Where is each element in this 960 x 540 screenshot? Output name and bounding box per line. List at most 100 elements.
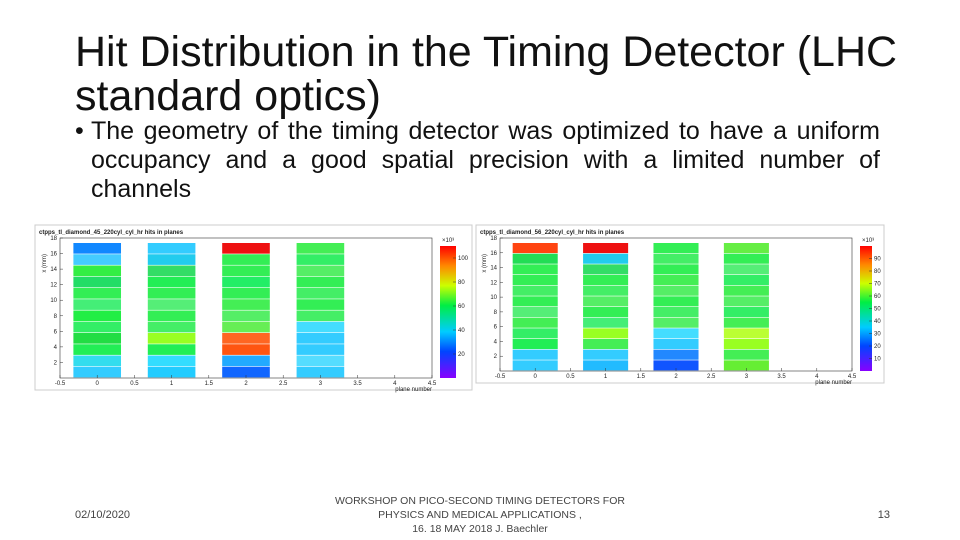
y-tick-label: 16 — [490, 251, 497, 257]
heat-cell — [723, 253, 769, 264]
heat-cell — [583, 339, 629, 350]
heat-cell — [296, 333, 345, 344]
x-tick-label: 4.5 — [848, 374, 857, 380]
x-axis-label: plane number — [395, 387, 432, 393]
heat-cell — [653, 349, 699, 360]
footer-line: WORKSHOP ON PICO-SECOND TIMING DETECTORS… — [335, 495, 625, 507]
plot-title: ctpps_tl_diamond_45_220cyl_cyl_hr hits i… — [39, 230, 184, 236]
heat-cell — [512, 253, 558, 264]
heat-cell — [653, 285, 699, 296]
x-tick-label: 0 — [534, 374, 538, 380]
heat-cell — [723, 328, 769, 339]
x-tick-label: 2 — [244, 381, 248, 387]
colorbar-tick-label: 80 — [458, 280, 465, 286]
colorbar-tick-label: 40 — [458, 328, 465, 334]
heat-cell — [723, 296, 769, 307]
heat-cell — [583, 360, 629, 371]
heat-cell — [653, 307, 699, 318]
heat-cell — [723, 349, 769, 360]
heat-cell — [222, 344, 270, 355]
footer-page: 13 — [877, 509, 890, 521]
colorbar-tick-label: 20 — [874, 344, 881, 350]
heat-cell — [583, 307, 629, 318]
heat-cell — [73, 276, 122, 288]
y-tick-label: 4 — [54, 345, 58, 351]
x-tick-label: 3.5 — [777, 374, 786, 380]
x-tick-label: 1 — [604, 374, 608, 380]
heat-cell — [653, 243, 699, 254]
heat-cell — [296, 243, 345, 254]
heat-cell — [222, 243, 270, 254]
footer-date: 02/10/2020 — [75, 509, 131, 521]
y-tick-label: 14 — [50, 267, 57, 273]
heat-cell — [653, 275, 699, 286]
y-tick-label: 10 — [50, 298, 57, 304]
heat-cell — [512, 349, 558, 360]
heat-cell — [222, 310, 270, 322]
heat-cell — [723, 285, 769, 296]
colorbar-tick-label: 20 — [458, 352, 465, 358]
heat-cell — [296, 355, 345, 367]
y-tick-label: 6 — [54, 329, 58, 335]
heat-cell — [512, 360, 558, 371]
heat-cell — [653, 253, 699, 264]
heat-cell — [653, 339, 699, 350]
heat-cell — [222, 321, 270, 333]
x-tick-label: -0.5 — [55, 381, 66, 387]
heat-cell — [512, 328, 558, 339]
colorbar-tick-label: 60 — [458, 304, 465, 310]
heat-cell — [147, 355, 196, 367]
y-tick-label: 12 — [50, 283, 57, 289]
heat-cell — [73, 288, 122, 299]
heat-cell — [73, 299, 122, 310]
heat-cell — [512, 275, 558, 286]
heat-cell — [73, 333, 122, 344]
heat-cell — [147, 366, 196, 378]
y-tick-label: 8 — [54, 314, 58, 320]
heat-cell — [73, 243, 122, 254]
heat-cell — [653, 317, 699, 328]
colorbar-tick-label: 90 — [874, 257, 881, 263]
colorbar-tick-label: 40 — [874, 319, 881, 325]
footer-line: PHYSICS AND MEDICAL APPLICATIONS , — [378, 509, 582, 521]
heat-cell — [222, 355, 270, 367]
heat-cell — [296, 288, 345, 299]
x-tick-label: 2 — [674, 374, 678, 380]
heat-cell — [222, 288, 270, 299]
heat-cell — [296, 366, 345, 378]
heat-cell — [222, 333, 270, 344]
x-tick-label: 3 — [745, 374, 749, 380]
x-tick-label: 2.5 — [279, 381, 288, 387]
heat-cell — [296, 310, 345, 322]
x-tick-label: 4 — [393, 381, 397, 387]
heat-cell — [147, 344, 196, 355]
heat-cell — [583, 296, 629, 307]
heat-cell — [147, 333, 196, 344]
x-tick-label: 4.5 — [428, 381, 437, 387]
y-tick-label: 12 — [490, 280, 497, 286]
x-tick-label: -0.5 — [495, 374, 506, 380]
heat-cell — [73, 344, 122, 355]
x-tick-label: 1.5 — [637, 374, 646, 380]
heat-cell — [583, 264, 629, 275]
footer-line: 16. 18 MAY 2018 J. Baechler — [412, 523, 548, 535]
heat-cell — [296, 265, 345, 277]
bullet-text: The geometry of the timing detector was … — [91, 117, 880, 203]
x-tick-label: 3.5 — [353, 381, 362, 387]
heat-cell — [653, 328, 699, 339]
colorbar-tick-label: 80 — [874, 269, 881, 275]
x-tick-label: 2.5 — [707, 374, 716, 380]
x-tick-label: 0 — [96, 381, 100, 387]
x-tick-label: 3 — [319, 381, 323, 387]
heat-cell — [147, 243, 196, 254]
y-tick-label: 6 — [494, 325, 498, 331]
y-axis-label: x (mm) — [42, 254, 48, 273]
heat-cell — [147, 299, 196, 310]
y-tick-label: 18 — [50, 236, 57, 242]
heat-cell — [583, 349, 629, 360]
heat-cell — [653, 264, 699, 275]
heat-cell — [723, 360, 769, 371]
heat-cell — [222, 254, 270, 265]
heat-cell — [147, 254, 196, 265]
